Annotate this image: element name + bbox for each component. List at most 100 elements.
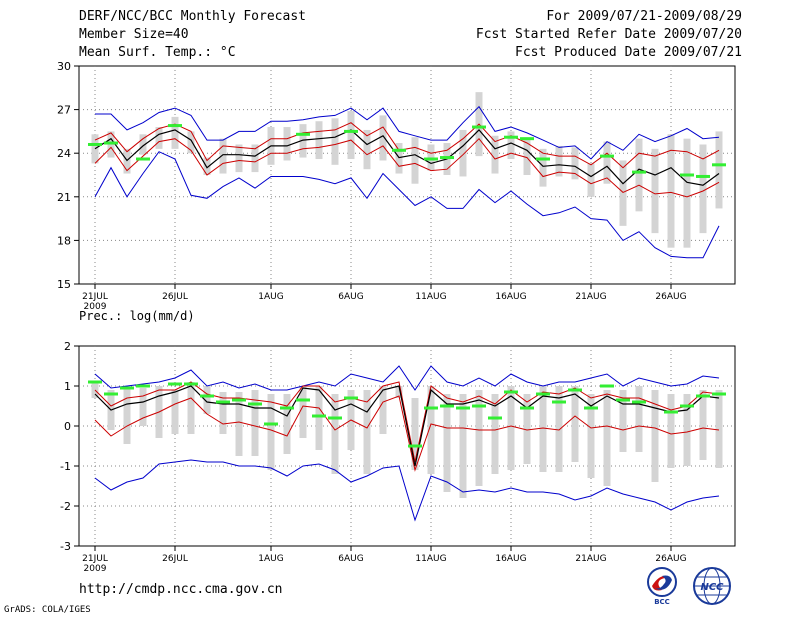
prec-spread-box: [395, 386, 403, 398]
prec-spread-box: [507, 386, 515, 470]
temp-observed-mark: [520, 137, 534, 141]
prec-observed-mark: [328, 416, 342, 420]
prec-observed-mark: [296, 398, 310, 402]
temp-observed-mark: [600, 154, 614, 158]
temp-xtick-label: 16AUG: [495, 292, 526, 302]
temp-spread-box: [299, 124, 307, 158]
prec-xtick-label: 1AUG: [258, 554, 283, 564]
prec-observed-mark: [440, 404, 454, 408]
temp-ytick-label: 27: [57, 104, 71, 117]
prec-spread-box: [683, 394, 691, 466]
temp-spread-box: [155, 127, 163, 149]
prec-lower-line: [94, 395, 720, 472]
prec-spread-box: [299, 386, 307, 438]
temp-spread-box: [331, 118, 339, 165]
temp-panel: 15 18 21 24 27 30 21JUL 26JUL 1AUG 6AUG 11AUG 16AUG…: [57, 60, 736, 312]
temp-ytick-label: 18: [57, 234, 71, 247]
temp-ytick-label: 15: [57, 278, 71, 291]
temp-spread-box: [603, 141, 611, 184]
prec-xtick-label: 16AUG: [495, 554, 526, 564]
prec-ytick-label: -1: [60, 460, 71, 473]
temp-min-line: [94, 151, 720, 259]
prec-observed-mark: [248, 402, 262, 406]
temp-observed-mark: [392, 148, 406, 152]
prec-observed-mark: [136, 384, 150, 388]
prec-observed-mark: [488, 416, 502, 420]
prec-spread-box: [331, 394, 339, 474]
prec-min-line: [94, 459, 720, 522]
prec-frame: [78, 345, 736, 547]
prec-spread-box: [539, 386, 547, 472]
prec-spread-box: [459, 394, 467, 498]
prec-spread-box: [523, 394, 531, 464]
temp-spread-box: [619, 160, 627, 226]
temp-spread-box: [395, 143, 403, 174]
temp-spread-box: [459, 129, 467, 177]
prec-spread-box: [427, 386, 435, 474]
temp-xtick-label: 21AUG: [575, 292, 606, 302]
prec-spread-box: [667, 394, 675, 468]
prec-ytick-label: 1: [64, 380, 71, 393]
temp-spread-box: [187, 131, 195, 154]
source-url[interactable]: http://cmdp.ncc.cma.gov.cn: [79, 582, 283, 597]
temp-observed-mark: [472, 125, 486, 129]
member-size: Member Size=40: [79, 27, 189, 42]
prec-ytick-label: -2: [60, 500, 71, 513]
prec-observed-mark: [616, 398, 630, 402]
variable-title: Mean Surf. Temp.: °C: [79, 45, 236, 60]
prec-panel: -3 -2 -1 0 1 2 21JUL 26JUL 1AUG 6AUG 11AUG 16AUG 21A…: [60, 340, 736, 574]
produced-date: Fcst Produced Date 2009/07/21: [515, 45, 742, 60]
prec-spread-box: [491, 394, 499, 474]
prec-observed-mark: [568, 388, 582, 392]
temp-spread-box: [587, 163, 595, 197]
prec-observed-mark: [264, 422, 278, 426]
temp-observed-mark: [296, 132, 310, 136]
temp-observed-mark: [104, 141, 118, 145]
prec-ytick-label: 2: [64, 340, 71, 353]
temp-frame: [78, 65, 736, 285]
prec-observed-mark: [104, 392, 118, 396]
bcc-logo: BCC: [647, 567, 677, 606]
prec-spread-box: [443, 394, 451, 492]
temp-observed-mark: [504, 135, 518, 139]
prec-observed-mark: [216, 400, 230, 404]
temp-ytick-label: 21: [57, 191, 71, 204]
temp-mean-line: [94, 129, 720, 186]
prec-spread-box: [363, 390, 371, 474]
temp-xtick-label: 21JUL: [82, 292, 108, 302]
prec-mean-line: [94, 385, 720, 467]
prec-ytick-label: -3: [60, 540, 71, 553]
prec-observed-mark: [312, 414, 326, 418]
prec-observed-mark: [456, 406, 470, 410]
temp-observed-mark: [632, 170, 646, 174]
prec-spread-box: [267, 394, 275, 470]
prec-observed-mark: [712, 392, 726, 396]
temp-observed-mark: [344, 129, 358, 133]
temp-observed-mark: [696, 174, 710, 178]
prec-observed-mark: [600, 384, 614, 388]
prec-observed-mark: [504, 390, 518, 394]
prec-observed-mark: [664, 410, 678, 414]
ncc-logo: NCC: [693, 567, 731, 605]
prec-year-label: 2009: [84, 564, 107, 574]
temp-spread-box: [203, 157, 211, 175]
temp-xtick-label: 26AUG: [655, 292, 686, 302]
temp-observed-mark: [88, 142, 102, 146]
prec-xtick-label: 11AUG: [415, 554, 446, 564]
temp-spread-box: [571, 147, 579, 180]
temp-spread-box: [91, 134, 99, 164]
prec-xtick-label: 21AUG: [575, 554, 606, 564]
prec-observed-mark: [88, 380, 102, 384]
temp-year-label: 2009: [84, 302, 107, 312]
header-right: For 2009/07/21-2009/08/29 Fcst Started Re…: [476, 8, 742, 62]
temp-spread-box: [667, 134, 675, 248]
temp-xtick-label: 1AUG: [258, 292, 283, 302]
prec-observed-mark: [168, 382, 182, 386]
start-date: Fcst Started Refer Date 2009/07/20: [475, 27, 742, 42]
temp-observed-mark: [712, 163, 726, 167]
temp-spread-box: [523, 138, 531, 175]
temp-spread-box: [379, 115, 387, 161]
temp-spread-box: [139, 134, 147, 155]
prec-observed-mark: [520, 406, 534, 410]
